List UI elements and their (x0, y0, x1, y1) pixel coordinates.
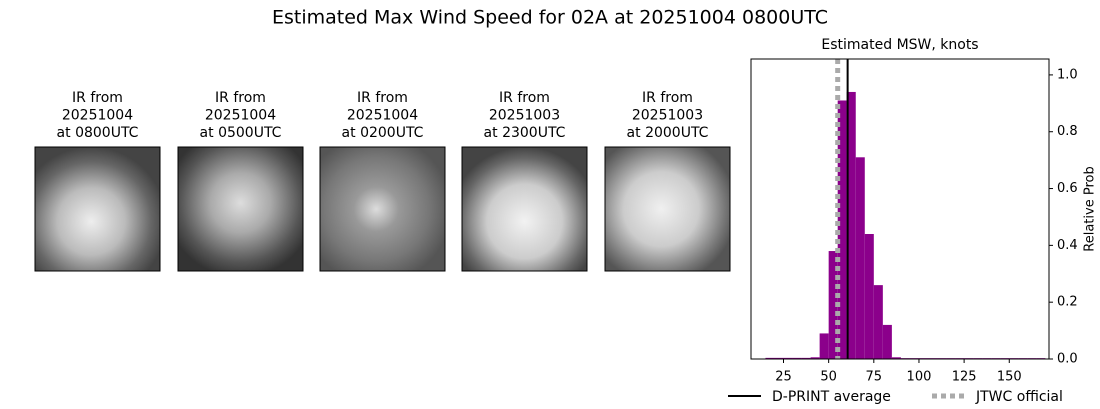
panel-label: 20251003 (632, 108, 703, 124)
bar (765, 357, 775, 359)
plot-frame (750, 58, 1050, 360)
ir-image (177, 146, 304, 272)
x-tick-label: 75 (866, 370, 883, 385)
bar (783, 357, 793, 359)
y-axis-label: Relative Prob (1083, 166, 1098, 251)
panel-label: at 2000UTC (627, 125, 709, 141)
panel-label: at 2300UTC (484, 125, 566, 141)
x-tick-label: 125 (952, 370, 977, 385)
bar (882, 324, 892, 359)
panel-label: 20251004 (205, 108, 276, 124)
y-tick-label: 1.0 (1057, 67, 1078, 82)
legend-label: D-PRINT average (772, 389, 891, 405)
bar (774, 357, 784, 359)
bar (792, 357, 802, 359)
ir-image (34, 146, 161, 272)
bar (846, 91, 856, 360)
histogram: Estimated MSW, knots 25 50 75 100 125 150 0.0 0.… (728, 37, 1098, 405)
panel-label: 20251003 (489, 108, 560, 124)
bar (828, 251, 838, 359)
x-tick-label: 50 (820, 370, 837, 385)
x-tick-label: 150 (997, 370, 1022, 385)
panel-label: IR from (72, 90, 123, 106)
panel-label: at 0200UTC (342, 125, 424, 141)
bar (891, 357, 901, 359)
bar (855, 157, 865, 359)
ir-image (319, 146, 446, 272)
panel-label: 20251004 (62, 108, 133, 124)
panel-label: IR from (215, 90, 266, 106)
y-tick-label: 0.4 (1057, 238, 1078, 253)
bar (810, 357, 820, 359)
panel-label: IR from (499, 90, 550, 106)
y-tick-label: 0.2 (1057, 295, 1078, 310)
y-tick-label: 0.0 (1057, 352, 1078, 367)
chart-title: Estimated MSW, knots (821, 37, 978, 53)
ir-image (461, 146, 588, 272)
panel-label: IR from (357, 90, 408, 106)
bar (864, 234, 874, 359)
bar (837, 100, 847, 360)
panel-label: IR from (642, 90, 693, 106)
y-tick-label: 0.8 (1057, 124, 1078, 139)
bar (801, 357, 811, 359)
panel-label: 20251004 (347, 108, 418, 124)
legend-label: JTWC official (975, 389, 1063, 405)
bar (873, 285, 883, 359)
panel-label: at 0500UTC (200, 125, 282, 141)
y-tick-label: 0.6 (1057, 181, 1078, 196)
ir-image (604, 146, 731, 272)
x-tick-label: 25 (775, 370, 792, 385)
x-tick-label: 100 (907, 370, 932, 385)
bar (819, 333, 829, 359)
panel-label: at 0800UTC (57, 125, 139, 141)
figure-title: Estimated Max Wind Speed for 02A at 2025… (272, 7, 828, 29)
